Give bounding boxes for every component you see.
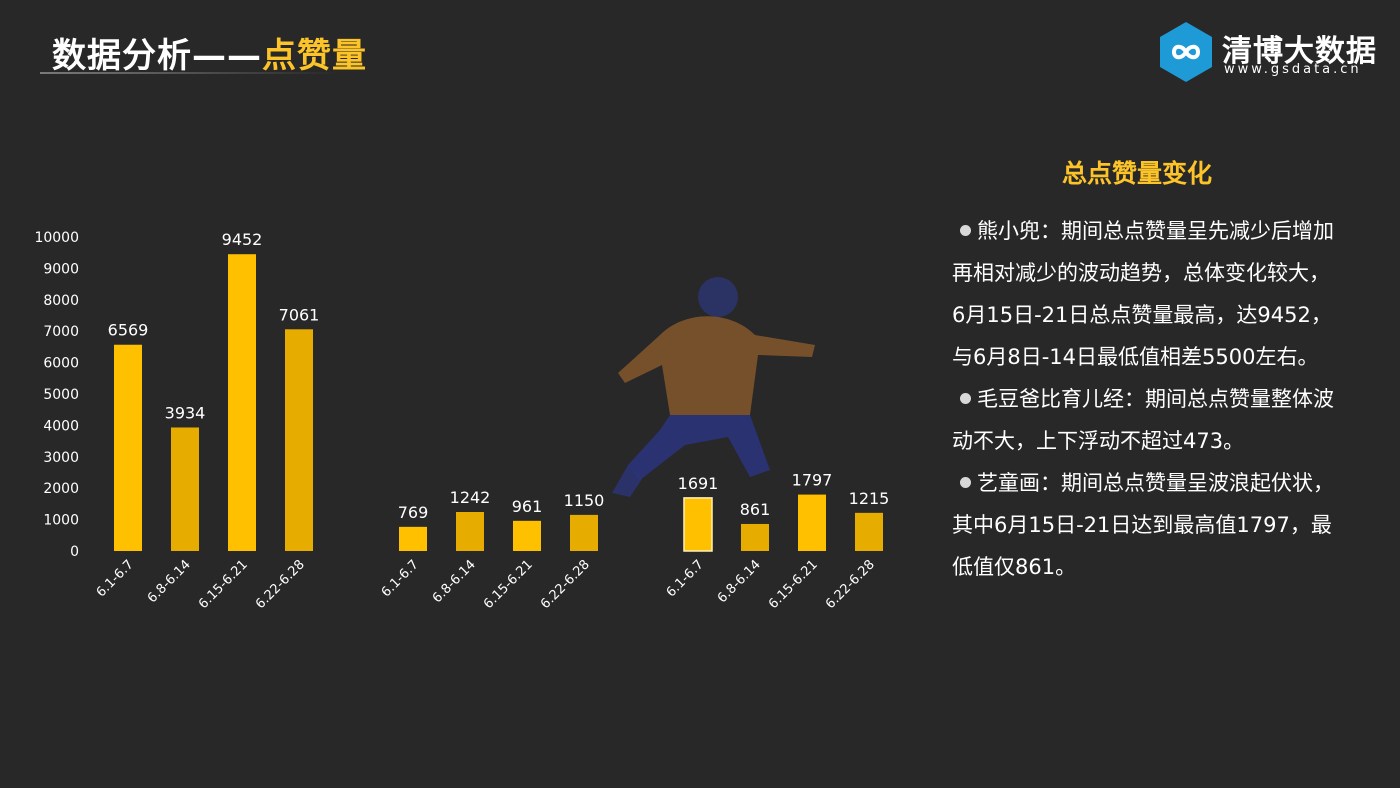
y-tick-label: 3000 xyxy=(43,450,79,466)
y-axis: 0 1000 2000 3000 4000 5000 6000 7000 8000 9000 100… xyxy=(34,230,79,560)
x-tick-label: 6.8-6.14 xyxy=(715,557,764,606)
x-tick-label: 6.15-6.21 xyxy=(196,557,251,612)
x-tick-label: 6.8-6.14 xyxy=(145,557,194,606)
description-text: 熊小兜：期间总点赞量呈先减少后增加再相对减少的波动趋势，总体变化较大，6月15日… xyxy=(952,219,1334,369)
y-tick-label: 6000 xyxy=(43,356,79,372)
y-tick-label: 4000 xyxy=(43,418,79,434)
data-label: 961 xyxy=(512,497,543,516)
y-tick-label: 0 xyxy=(70,544,79,560)
bar xyxy=(570,514,598,551)
runner-illustration xyxy=(612,277,815,497)
bar xyxy=(285,329,313,551)
data-label: 6569 xyxy=(108,321,149,340)
bar-chart: 0 1000 2000 3000 4000 5000 6000 7000 8000 9000 100… xyxy=(34,230,890,612)
y-tick-label: 10000 xyxy=(34,230,79,246)
bullet-icon xyxy=(960,393,971,404)
brand-logo: 清博大数据 www.gsdata.cn xyxy=(1158,20,1380,86)
description-item: 熊小兜：期间总点赞量呈先减少后增加再相对减少的波动趋势，总体变化较大，6月15日… xyxy=(952,210,1336,378)
x-tick-label: 6.1-6.7 xyxy=(94,557,137,600)
x-tick-label: 6.22-6.28 xyxy=(253,557,308,612)
bar xyxy=(798,494,826,551)
bar xyxy=(228,254,256,551)
panel-title: 总点赞量变化 xyxy=(1062,159,1213,188)
description-item: 毛豆爸比育儿经：期间总点赞量整体波动不大，上下浮动不超过473。 xyxy=(952,378,1336,462)
description-item: 艺童画：期间总点赞量呈波浪起伏状，其中6月15日-21日达到最高值1797，最低… xyxy=(952,462,1336,588)
data-label: 1797 xyxy=(792,471,833,490)
description-text: 毛豆爸比育儿经：期间总点赞量整体波动不大，上下浮动不超过473。 xyxy=(952,387,1334,453)
x-tick-label: 6.15-6.21 xyxy=(766,557,821,612)
data-label: 9452 xyxy=(222,230,263,249)
data-label: 1242 xyxy=(450,488,491,507)
y-tick-label: 5000 xyxy=(43,387,79,403)
data-label: 861 xyxy=(740,500,771,519)
bar xyxy=(399,526,427,551)
description-text: 艺童画：期间总点赞量呈波浪起伏状，其中6月15日-21日达到最高值1797，最低… xyxy=(952,471,1334,579)
y-tick-label: 7000 xyxy=(43,324,79,340)
x-tick-label: 6.22-6.28 xyxy=(823,557,878,612)
brand-name: 清博大数据 xyxy=(1222,34,1377,69)
bar xyxy=(855,512,883,551)
bar xyxy=(114,344,142,551)
data-label: 769 xyxy=(398,503,429,522)
brand-url: www.gsdata.cn xyxy=(1224,62,1362,77)
infinity-hex-icon xyxy=(1160,22,1212,82)
bar xyxy=(171,427,199,551)
y-tick-label: 2000 xyxy=(43,481,79,497)
data-label: 7061 xyxy=(279,305,320,324)
description-panel: 熊小兜：期间总点赞量呈先减少后增加再相对减少的波动趋势，总体变化较大，6月15日… xyxy=(952,210,1336,588)
bullet-icon xyxy=(960,225,971,236)
data-label: 1691 xyxy=(678,474,719,493)
bullet-icon xyxy=(960,477,971,488)
title-highlight: 点赞量 xyxy=(262,36,367,76)
bar xyxy=(513,520,541,551)
x-tick-label: 6.15-6.21 xyxy=(481,557,536,612)
data-label: 1150 xyxy=(564,491,605,510)
y-tick-label: 9000 xyxy=(43,261,79,277)
page-title: 数据分析——点赞量 xyxy=(52,28,367,77)
x-tick-label: 6.1-6.7 xyxy=(664,557,707,600)
bar xyxy=(456,512,484,551)
x-tick-label: 6.8-6.14 xyxy=(430,557,479,606)
y-tick-label: 8000 xyxy=(43,293,79,309)
bar-series: 6569 6.1-6.7 3934 6.8-6.14 9452 6.15-6.21 7061… xyxy=(94,230,890,612)
bar xyxy=(741,523,769,551)
data-label: 1215 xyxy=(849,489,890,508)
bar xyxy=(683,497,713,552)
title-underline xyxy=(40,72,340,74)
data-label: 3934 xyxy=(165,403,206,422)
y-tick-label: 1000 xyxy=(43,513,79,529)
title-prefix: 数据分析—— xyxy=(52,36,262,76)
x-tick-label: 6.22-6.28 xyxy=(538,557,593,612)
x-tick-label: 6.1-6.7 xyxy=(379,557,422,600)
